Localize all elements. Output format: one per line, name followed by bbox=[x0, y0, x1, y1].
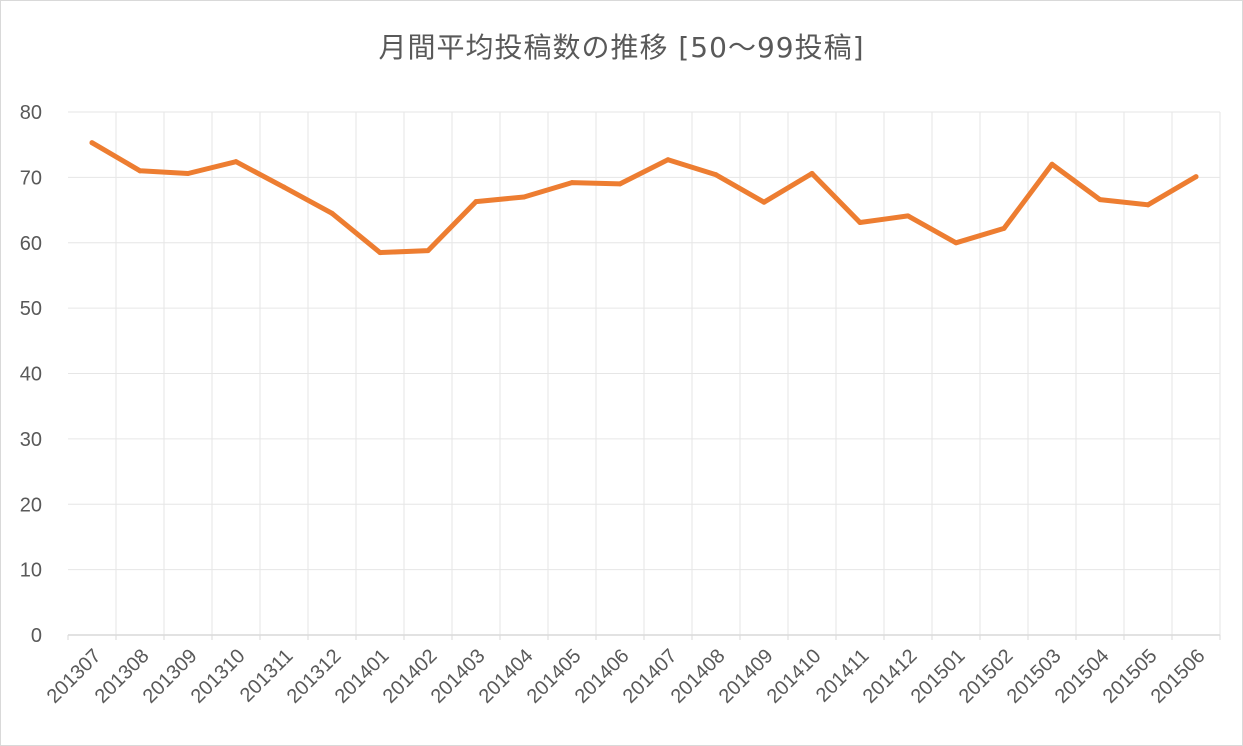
data-point bbox=[329, 210, 335, 216]
data-point bbox=[953, 240, 959, 246]
data-point bbox=[761, 199, 767, 205]
y-tick-label: 60 bbox=[20, 233, 42, 255]
y-tick-label: 40 bbox=[20, 364, 42, 386]
data-point bbox=[89, 140, 95, 146]
data-point bbox=[1145, 202, 1151, 208]
data-point bbox=[713, 172, 719, 178]
data-point bbox=[233, 159, 239, 165]
y-tick-label: 30 bbox=[20, 429, 42, 451]
data-point bbox=[377, 250, 383, 256]
x-tick-label: 201310 bbox=[187, 645, 250, 708]
data-point bbox=[1049, 161, 1055, 167]
data-point bbox=[905, 213, 911, 219]
data-point bbox=[569, 180, 575, 186]
y-tick-label: 20 bbox=[20, 494, 42, 516]
chart-title: 月間平均投稿数の推移 [50～99投稿] bbox=[378, 31, 865, 64]
data-point bbox=[137, 168, 143, 174]
data-point bbox=[185, 170, 191, 176]
data-point bbox=[281, 184, 287, 190]
series-line bbox=[89, 140, 1199, 256]
data-point bbox=[857, 219, 863, 225]
data-point bbox=[617, 181, 623, 187]
y-tick-label: 10 bbox=[20, 560, 42, 582]
data-point bbox=[425, 248, 431, 254]
data-point bbox=[473, 199, 479, 205]
y-tick-label: 50 bbox=[20, 298, 42, 320]
x-tick-label: 201506 bbox=[1147, 645, 1210, 708]
data-point bbox=[1001, 225, 1007, 231]
data-point bbox=[521, 194, 527, 200]
data-point bbox=[1097, 197, 1103, 203]
data-point bbox=[665, 157, 671, 163]
y-tick-label: 70 bbox=[20, 167, 42, 189]
data-point bbox=[1193, 174, 1199, 180]
x-tick-label: 201410 bbox=[763, 645, 826, 708]
y-tick-label: 80 bbox=[20, 102, 42, 124]
data-point bbox=[809, 170, 815, 176]
y-tick-label: 0 bbox=[31, 625, 42, 647]
